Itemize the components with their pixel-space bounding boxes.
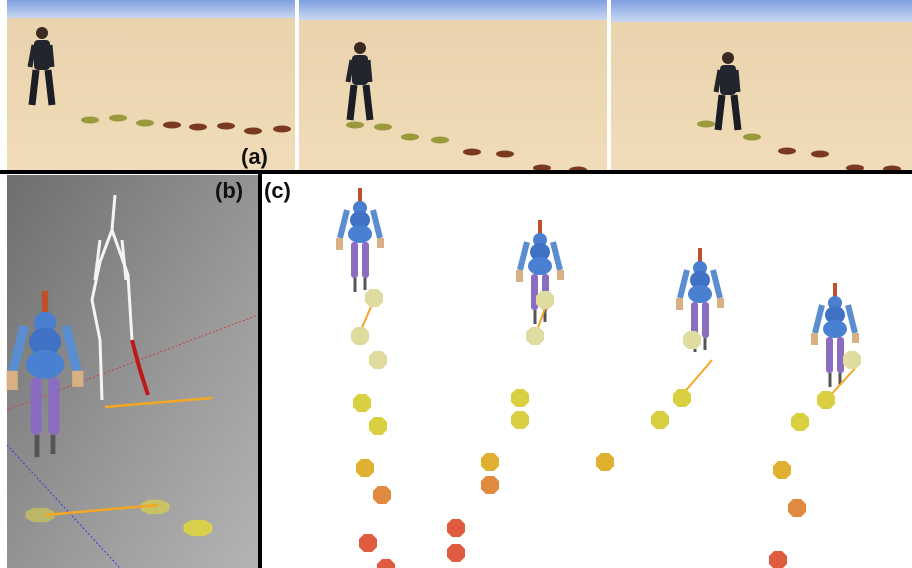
scene (299, 0, 607, 174)
characters (336, 188, 859, 387)
panel-label: (a) (241, 144, 268, 169)
panel-c: (c) (264, 178, 861, 568)
scene (611, 0, 912, 173)
panel-a: (a) (7, 0, 912, 174)
figure: (a) (b) (c) (0, 0, 912, 568)
arrows (360, 300, 858, 398)
panel-b: (b) (7, 175, 258, 568)
footsteps (351, 289, 861, 568)
panel-label: (c) (264, 178, 291, 203)
panel-label: (b) (215, 178, 243, 203)
divider (0, 170, 912, 174)
divider (258, 174, 262, 568)
